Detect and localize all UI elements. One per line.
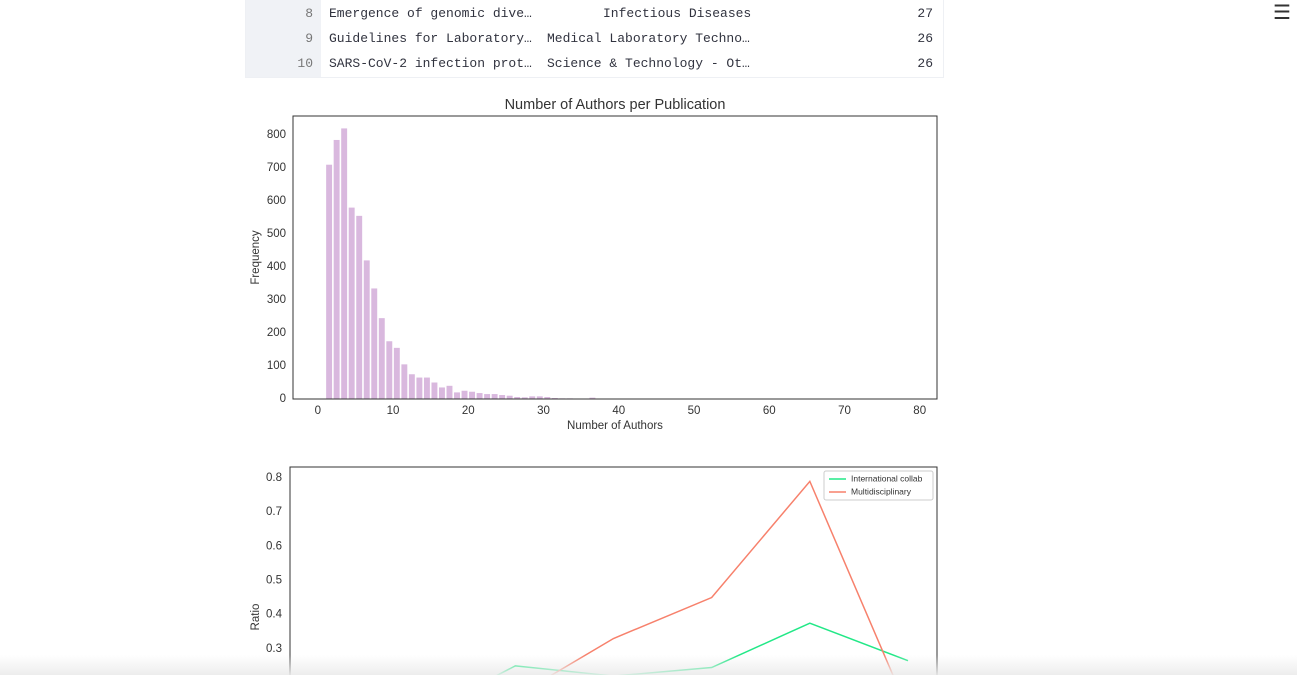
legend-label: Multidisciplinary [851,486,912,496]
x-tick-label: 40 [612,405,625,417]
bar [544,397,551,399]
bar [326,164,333,399]
bar [506,395,513,399]
y-tick-label: 0.6 [266,540,282,552]
table-row: 9 Guidelines for Laboratory… Medical Labor… [246,25,943,50]
x-axis-label: Number of Authors [567,420,663,432]
y-axis-label: Ratio [250,604,262,631]
data-table: 8 Emergence of genomic dive… Infectious Di… [245,0,944,78]
y-tick-label: 200 [267,327,286,339]
bar [401,364,408,399]
bottom-fade [0,655,1297,675]
row-index: 9 [305,31,313,46]
table-row: 8 Emergence of genomic dive… Infectious Di… [246,0,943,25]
series-line [496,622,909,675]
count-cell: 27 [917,6,933,21]
legend-label: International collab [851,473,923,483]
bar [333,139,340,399]
bar [484,394,491,399]
count-cell: 26 [917,56,933,71]
chart-title: Number of Authors per Publication [505,97,726,113]
x-tick-label: 0 [315,405,321,417]
x-tick-label: 60 [763,405,776,417]
bar [341,128,348,399]
bar [348,207,355,399]
index-column [246,0,321,77]
count-cell: 26 [917,31,933,46]
bar [514,397,521,399]
y-tick-label: 600 [267,195,286,207]
bar [439,387,445,399]
bar [529,396,536,399]
bar [378,318,385,399]
bar [461,390,468,399]
menu-button[interactable]: ☰ [1273,2,1291,24]
bar [416,377,423,399]
y-tick-label: 0.8 [266,472,282,484]
y-tick-label: 0.3 [266,643,282,655]
bar [423,377,430,399]
y-tick-label: 0.4 [266,609,283,621]
bar [491,394,498,399]
plot-frame [289,466,938,675]
bar [521,397,528,399]
row-index: 8 [305,6,313,21]
bar [408,374,415,399]
y-tick-label: 0.7 [266,506,282,518]
bar [431,382,438,399]
y-tick-label: 800 [267,129,286,141]
series-line [550,479,894,675]
bar [499,395,506,399]
title-cell: Emergence of genomic dive… [329,6,532,21]
table-row: 10 SARS-CoV-2 infection prot… Science & Te… [246,50,943,75]
legend-box [823,470,934,501]
category-cell: Medical Laboratory Techno… [547,31,750,46]
x-tick-label: 70 [838,405,851,417]
bar [386,341,393,399]
title-cell: Guidelines for Laboratory… [329,31,532,46]
bar [469,391,476,399]
y-tick-label: 0 [280,393,286,405]
x-tick-label: 30 [537,405,550,417]
bar [476,393,483,399]
bar [446,385,453,399]
bar [536,396,543,399]
y-tick-label: 300 [267,294,286,306]
y-tick-label: 100 [267,360,286,372]
y-tick-label: 0.5 [266,574,282,586]
category-cell: Science & Technology - Ot… [547,56,750,71]
bar [454,392,460,399]
x-tick-label: 10 [387,405,400,417]
y-tick-label: 500 [267,228,286,240]
bar [371,288,378,399]
y-axis-label: Frequency [250,230,262,285]
x-tick-label: 50 [688,405,701,417]
plot-frame [292,115,938,400]
bar [356,215,363,399]
x-tick-label: 80 [913,405,926,417]
x-tick-label: 20 [462,405,475,417]
y-tick-label: 400 [267,261,286,273]
bar [589,397,596,399]
row-index: 10 [297,56,313,71]
title-cell: SARS-CoV-2 infection prot… [329,56,532,71]
bar [393,347,400,399]
category-cell: Infectious Diseases [603,6,752,21]
bar [363,260,370,399]
y-tick-label: 700 [267,162,286,174]
